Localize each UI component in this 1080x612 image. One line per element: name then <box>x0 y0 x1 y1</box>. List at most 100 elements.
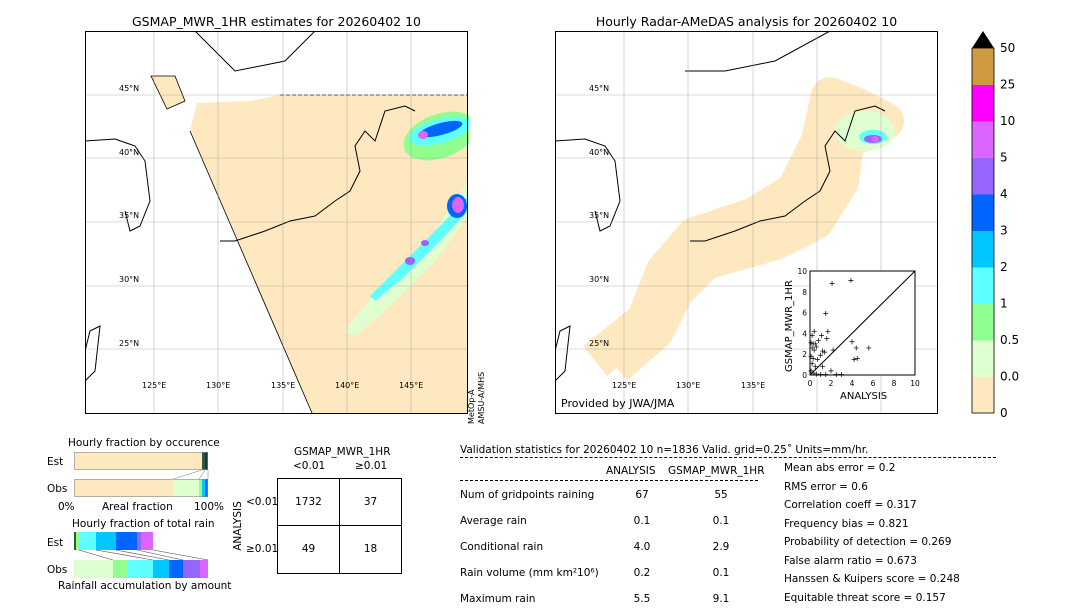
colorbar-segment <box>972 376 994 414</box>
stat-b: 0.1 <box>712 515 730 527</box>
lat-label: 25°N <box>119 339 140 348</box>
gridlines <box>555 31 938 414</box>
y-tick-label: 8 <box>802 288 807 297</box>
rain-accum-label: Rainfall accumulation by amount <box>58 580 232 592</box>
scatter-point <box>853 345 859 351</box>
stat-a: 5.5 <box>633 593 651 605</box>
scatter-point <box>849 339 855 345</box>
stat-label: Maximum rain <box>460 593 536 605</box>
sensor-label-line: AMSU-A/MHS <box>477 371 486 424</box>
score: Hanssen & Kuipers score = 0.248 <box>784 573 960 585</box>
scatter-point <box>822 349 828 355</box>
sensor-label-line: MetOp-A <box>467 389 476 424</box>
lat-label: 45°N <box>589 84 610 93</box>
rain-area <box>835 111 895 151</box>
colorbar-segment <box>972 303 994 341</box>
scatter-point <box>848 277 854 283</box>
right-map-title: Hourly Radar-AMeDAS analysis for 2026040… <box>595 14 898 29</box>
gridlines <box>85 31 468 414</box>
colorbar-tick-label: 50 <box>1000 41 1015 55</box>
colorbar-tick-label: 0.5 <box>1000 333 1019 347</box>
scatter-ylabel: GSMAP_MWR_1HR <box>784 280 795 372</box>
x-tick-label: 6 <box>871 379 876 388</box>
obs-label: Obs <box>47 564 68 576</box>
scatter-point <box>824 336 830 342</box>
est-label: Est <box>47 456 64 468</box>
scatter-point <box>833 371 839 377</box>
scatter-point <box>823 371 829 377</box>
scatter-point <box>812 341 818 347</box>
scatter-point <box>809 332 815 338</box>
scatter-point <box>818 371 823 377</box>
stat-b: 2.9 <box>712 541 730 553</box>
lat-label: 30°N <box>119 275 140 284</box>
scatter-point <box>811 347 817 353</box>
colorbar-segment <box>972 194 994 231</box>
stat-label: Rain volume (mm km²10⁶) <box>460 567 599 579</box>
scatter-point <box>839 371 844 377</box>
scatter-point <box>851 356 857 362</box>
col-label: ≥0.01 <box>355 460 388 472</box>
cell: 18 <box>363 543 378 555</box>
y-tick-label: 4 <box>802 329 807 338</box>
rain-fraction-bars <box>74 532 209 578</box>
score: Frequency bias = 0.821 <box>784 517 909 530</box>
occurrence-bars <box>74 452 209 497</box>
col-header: GSMAP_MWR_1HR <box>668 465 765 477</box>
cell: 49 <box>301 543 316 555</box>
left-map-title: GSMAP_MWR_1HR estimates for 20260402 10 <box>132 14 421 29</box>
scatter-point <box>854 355 860 361</box>
stat-a: 4.0 <box>633 541 651 553</box>
swath-island <box>150 75 186 110</box>
row-title: ANALYSIS <box>232 501 244 551</box>
rain-band-south <box>345 181 468 336</box>
scatter-point <box>811 328 817 334</box>
x-tick-label: 2 <box>829 379 834 388</box>
scatter-point <box>810 355 816 361</box>
scatter-point <box>820 364 826 370</box>
stat-label: Conditional rain <box>460 541 544 553</box>
colorbar-tick-label: 2 <box>1000 260 1008 274</box>
score: Equitable threat score = 0.157 <box>784 591 946 604</box>
lon-label: 125°E <box>142 381 167 390</box>
colorbar-tick-label: 10 <box>1000 114 1015 128</box>
scatter-point <box>866 345 872 351</box>
stat-label: Average rain <box>460 515 527 527</box>
score: Probability of detection = 0.269 <box>784 536 952 548</box>
scatter-point <box>825 328 831 334</box>
diagonal-line <box>809 270 916 376</box>
contingency-title: GSMAP_MWR_1HR <box>294 446 391 458</box>
colorbar-tick-label: 4 <box>1000 187 1008 201</box>
scatter-point <box>813 371 819 377</box>
scatter-point <box>808 340 814 346</box>
scatter-point <box>809 361 815 367</box>
cell: 1732 <box>295 496 322 508</box>
lon-label: 140°E <box>335 381 360 390</box>
row-label: ≥0.01 <box>246 543 279 555</box>
y-tick-label: 6 <box>802 309 807 318</box>
scatter-point <box>815 338 821 344</box>
scatter-point <box>808 368 814 374</box>
score: Mean abs error = 0.2 <box>784 462 896 474</box>
scatter-point <box>812 364 818 370</box>
scatter-point <box>810 370 816 376</box>
lon-label: 125°E <box>612 381 637 390</box>
colorbar-tick-label: 0.01 <box>1000 370 1020 384</box>
xtick-100: 100% <box>194 501 225 513</box>
colorbar-segment <box>972 267 994 304</box>
colorbar-segment <box>972 48 994 85</box>
colorbar-segment <box>972 84 994 122</box>
x-tick-label: 4 <box>850 379 855 388</box>
contingency-table: 1732 37 49 18 <box>277 478 402 574</box>
scatter-point <box>818 352 823 358</box>
stat-b: 0.1 <box>712 567 730 579</box>
x-tick-label: 10 <box>910 379 920 388</box>
score: Correlation coeff = 0.317 <box>784 499 917 511</box>
x-tick-label: 8 <box>892 379 897 388</box>
scatter-point <box>820 348 826 354</box>
colorbar-tick-label: 1 <box>1000 297 1008 311</box>
cell: 37 <box>363 496 378 508</box>
y-tick-label: 0 <box>802 371 807 380</box>
lat-label: 30°N <box>589 275 610 284</box>
score: RMS error = 0.6 <box>784 480 868 493</box>
